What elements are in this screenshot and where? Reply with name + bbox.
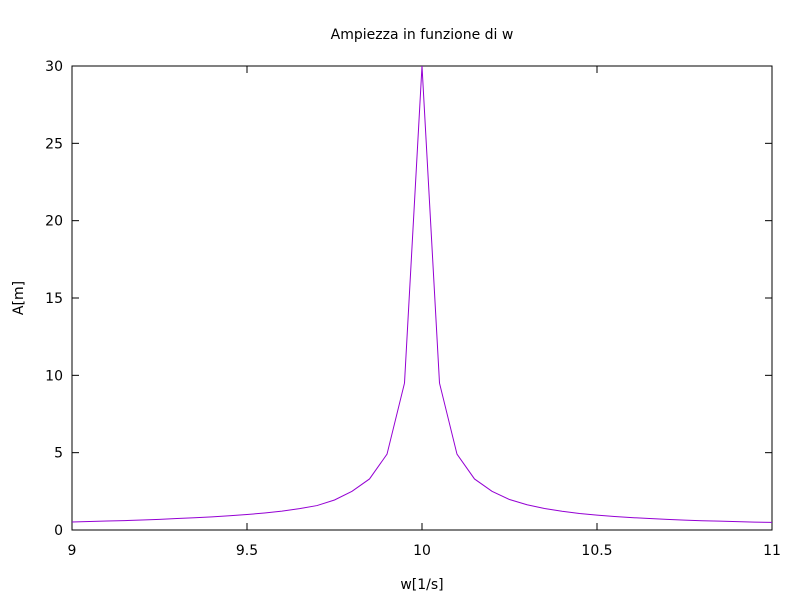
chart-title: Ampiezza in funzione di w bbox=[331, 27, 514, 43]
x-tick-label: 9 bbox=[68, 543, 77, 559]
x-axis-label: w[1/s] bbox=[400, 577, 443, 593]
x-tick-label: 9.5 bbox=[236, 543, 258, 559]
plot-frame bbox=[71, 65, 773, 531]
x-tick-label: 11 bbox=[763, 543, 781, 559]
x-tick-label: 10.5 bbox=[581, 543, 612, 559]
y-tick-label: 5 bbox=[54, 446, 63, 462]
series-line bbox=[71, 65, 773, 523]
y-tick-label: 25 bbox=[45, 136, 63, 152]
y-axis-label: A[m] bbox=[11, 281, 27, 315]
y-tick-label: 20 bbox=[45, 214, 63, 230]
x-tick-label: 10 bbox=[413, 543, 431, 559]
series-layer bbox=[71, 65, 773, 523]
tick-marks bbox=[71, 65, 773, 531]
y-tick-label: 0 bbox=[54, 523, 63, 539]
y-tick-label: 15 bbox=[45, 291, 63, 307]
tick-labels: 9 9.5 10 10.5 11 0 5 10 15 20 25 30 bbox=[45, 59, 781, 559]
y-tick-label: 30 bbox=[45, 59, 63, 75]
y-tick-label: 10 bbox=[45, 368, 63, 384]
